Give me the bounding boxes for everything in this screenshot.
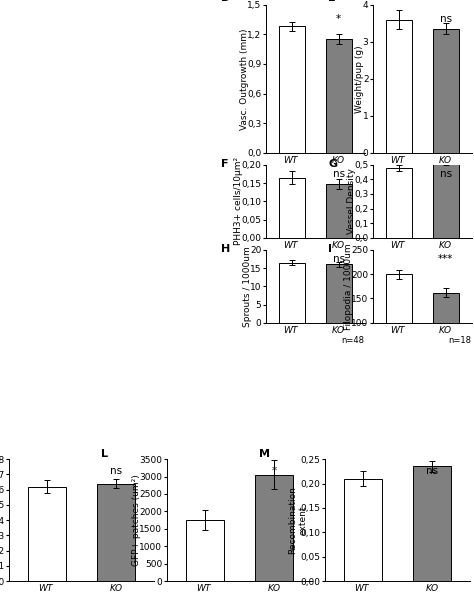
Text: B: B — [8, 163, 17, 176]
Text: n=11: n=11 — [342, 179, 365, 188]
Text: ns: ns — [440, 14, 452, 24]
Bar — [386, 274, 411, 371]
Text: D: D — [221, 0, 230, 3]
Bar — [326, 184, 352, 238]
Text: ns: ns — [426, 467, 438, 476]
Text: I: I — [328, 244, 332, 254]
Y-axis label: Sprouts / 1000um: Sprouts / 1000um — [243, 246, 252, 327]
Text: ns: ns — [110, 467, 122, 476]
Bar — [279, 263, 305, 323]
Bar — [386, 20, 411, 153]
Y-axis label: Recombination
extent: Recombination extent — [288, 486, 307, 554]
Y-axis label: Weight/pup (g): Weight/pup (g) — [356, 45, 365, 113]
Text: C: C — [8, 247, 17, 260]
Bar — [433, 29, 459, 153]
Bar — [433, 162, 459, 238]
Y-axis label: GFP+ patches (um²): GFP+ patches (um²) — [132, 474, 141, 566]
Y-axis label: Vessel Density: Vessel Density — [347, 169, 356, 234]
Bar — [344, 479, 382, 581]
Bar — [326, 39, 352, 153]
Bar — [326, 265, 352, 323]
Bar — [433, 293, 459, 371]
Bar — [279, 178, 305, 238]
Bar — [186, 520, 224, 581]
Text: G: G — [328, 159, 337, 169]
Y-axis label: Vasc. Outgrowth (mm): Vasc. Outgrowth (mm) — [240, 28, 249, 129]
Text: A: A — [8, 5, 18, 18]
Text: ns: ns — [333, 169, 345, 179]
Text: n=18: n=18 — [448, 336, 472, 345]
Text: n=27: n=27 — [448, 251, 472, 260]
Text: L: L — [101, 449, 108, 460]
Text: ns: ns — [333, 254, 345, 264]
Text: *: * — [272, 467, 277, 476]
Y-axis label: PHH3+ cells/10µm²: PHH3+ cells/10µm² — [234, 157, 243, 246]
Bar — [27, 486, 66, 581]
Text: F: F — [221, 159, 228, 169]
Text: n=11: n=11 — [449, 179, 472, 188]
Y-axis label: Filopodia / 1000um: Filopodia / 1000um — [344, 243, 353, 330]
Bar — [413, 467, 451, 581]
Text: n=7: n=7 — [347, 251, 365, 260]
Text: *: * — [336, 14, 341, 24]
Text: J: J — [14, 334, 19, 347]
Text: M: M — [259, 449, 270, 460]
Bar — [255, 475, 293, 581]
Text: n=48: n=48 — [342, 336, 365, 345]
Bar — [97, 483, 135, 581]
Text: E: E — [328, 0, 336, 3]
Bar — [386, 167, 411, 238]
Text: ***: *** — [438, 254, 454, 264]
Text: H: H — [221, 244, 230, 254]
Bar — [279, 26, 305, 153]
Text: ns: ns — [440, 169, 452, 179]
